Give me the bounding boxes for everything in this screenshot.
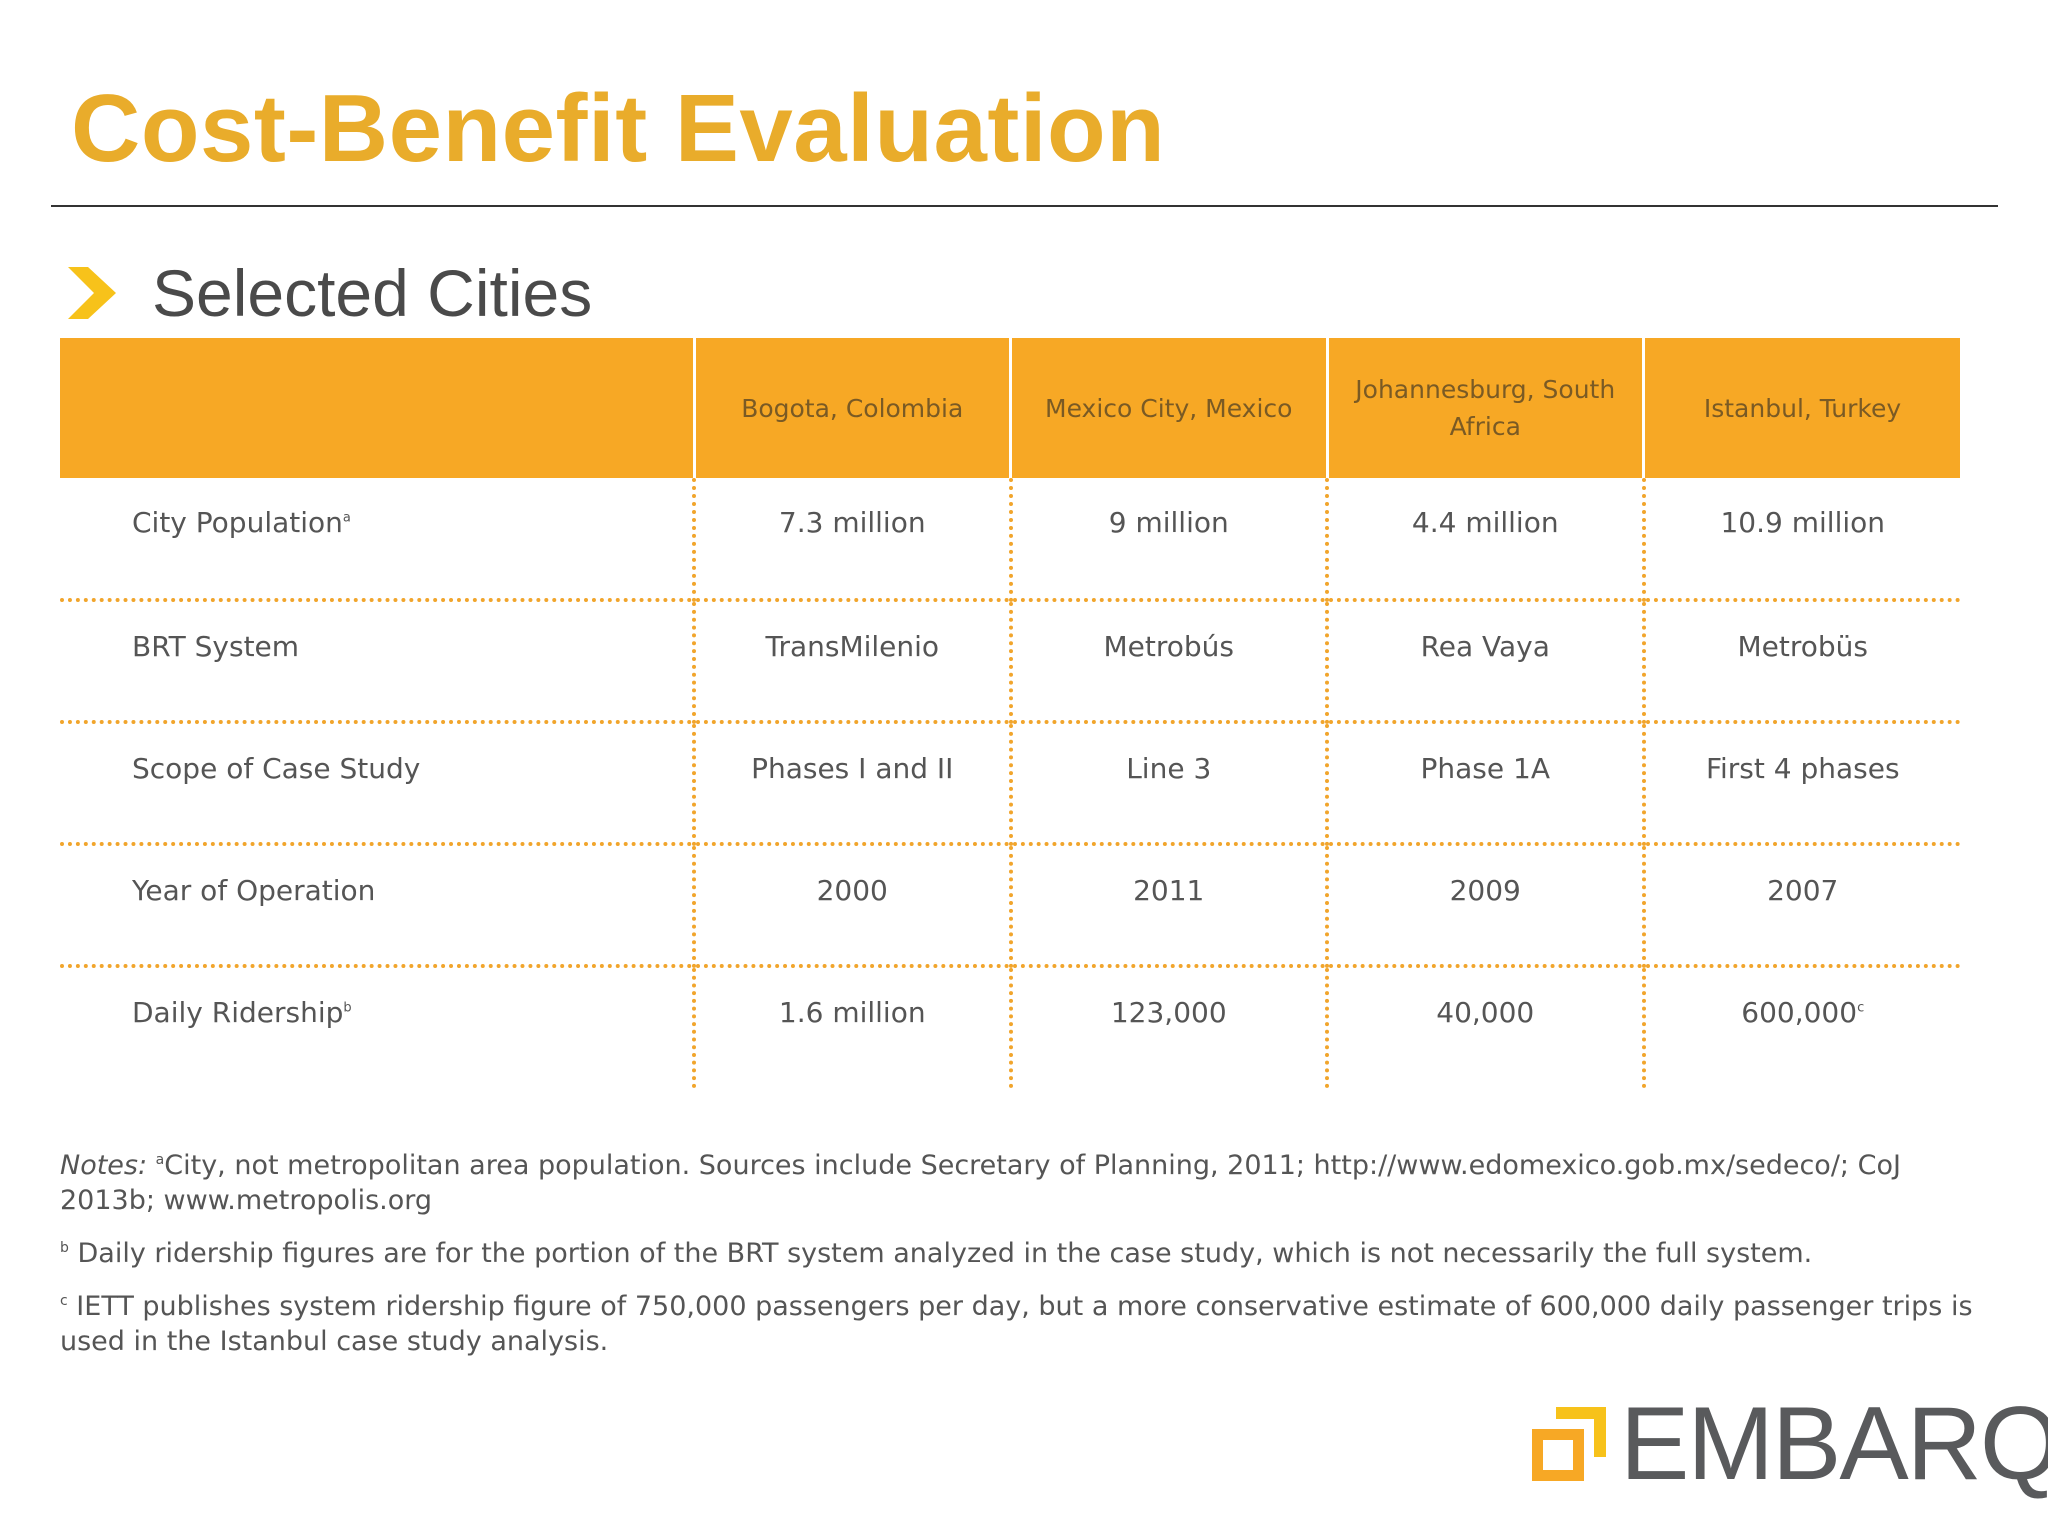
table-cell: Rea Vaya <box>1325 598 1644 722</box>
footnote-marker: a <box>155 1152 165 1168</box>
table-row: BRT System TransMilenio Metrobús Rea Vay… <box>60 598 1960 722</box>
column-header: Istanbul, Turkey <box>1642 338 1960 478</box>
slide-title: Cost-Benefit Evaluation <box>71 75 1166 182</box>
footnote-marker: b <box>343 1000 352 1016</box>
table-header-row: Bogota, Colombia Mexico City, Mexico Joh… <box>60 338 1960 478</box>
table-cell: Metrobüs <box>1641 598 1960 722</box>
table-cell: First 4 phases <box>1641 720 1960 844</box>
table-cell: Phase 1A <box>1325 720 1644 844</box>
footnote-c: c IETT publishes system ridership figure… <box>60 1289 1980 1359</box>
table-row: Scope of Case Study Phases I and II Line… <box>60 720 1960 844</box>
notes-prefix: Notes: <box>60 1150 148 1181</box>
cities-table: Bogota, Colombia Mexico City, Mexico Joh… <box>60 338 1960 1088</box>
footnote-marker: b <box>60 1240 69 1256</box>
row-label: Year of Operation <box>60 842 694 966</box>
table-cell: 40,000 <box>1325 964 1644 1088</box>
table-cell: 10.9 million <box>1641 478 1960 600</box>
embarq-logo: EMBARQ ® <box>1530 1392 2048 1496</box>
footnote-text: IETT publishes system ridership figure o… <box>60 1291 1973 1357</box>
row-label: BRT System <box>60 598 694 722</box>
footnote-marker: c <box>1857 1000 1865 1016</box>
footnote-marker: c <box>60 1293 68 1309</box>
table-cell: 2009 <box>1325 842 1644 966</box>
chevron-right-icon <box>68 267 116 319</box>
row-label: City Populationa <box>60 478 694 600</box>
table-cell: 2011 <box>1008 842 1327 966</box>
embarq-squares-icon <box>1532 1407 1606 1481</box>
table-row: City Populationa 7.3 million 9 million 4… <box>60 478 1960 600</box>
table-cell: Line 3 <box>1008 720 1327 844</box>
column-header: Bogota, Colombia <box>692 338 1011 478</box>
title-divider <box>51 205 1998 207</box>
header-corner-cell <box>60 338 694 478</box>
row-label: Daily Ridershipb <box>60 964 694 1088</box>
table-cell: Phases I and II <box>692 720 1011 844</box>
table-cell: 123,000 <box>1008 964 1327 1088</box>
table-cell-text: 600,000 <box>1741 996 1858 1029</box>
table-row: Daily Ridershipb 1.6 million 123,000 40,… <box>60 964 1960 1088</box>
footnote-marker: a <box>342 510 351 526</box>
footnote-a: Notes: aCity, not metropolitan area popu… <box>60 1148 1980 1218</box>
column-header: Johannesburg, South Africa <box>1325 338 1644 478</box>
row-label-text: City Population <box>132 506 343 539</box>
table-cell: 4.4 million <box>1325 478 1644 600</box>
logo-wordmark: EMBARQ <box>1620 1386 2048 1502</box>
row-label-text: Daily Ridership <box>132 996 344 1029</box>
footnotes: Notes: aCity, not metropolitan area popu… <box>60 1148 1980 1377</box>
footnote-text: Daily ridership figures are for the port… <box>77 1238 1813 1269</box>
table-cell: 2000 <box>692 842 1011 966</box>
table-cell: 9 million <box>1008 478 1327 600</box>
table-cell: 600,000c <box>1641 964 1960 1088</box>
table-cell: Metrobús <box>1008 598 1327 722</box>
row-label: Scope of Case Study <box>60 720 694 844</box>
footnote-text: City, not metropolitan area population. … <box>60 1150 1901 1216</box>
table-row: Year of Operation 2000 2011 2009 2007 <box>60 842 1960 966</box>
table-cell: 2007 <box>1641 842 1960 966</box>
footnote-b: b Daily ridership figures are for the po… <box>60 1236 1980 1271</box>
table-cell: TransMilenio <box>692 598 1011 722</box>
column-header: Mexico City, Mexico <box>1009 338 1327 478</box>
section-subtitle: Selected Cities <box>152 256 593 330</box>
section-heading: Selected Cities <box>68 248 592 338</box>
table-cell: 7.3 million <box>692 478 1011 600</box>
table-cell: 1.6 million <box>692 964 1011 1088</box>
